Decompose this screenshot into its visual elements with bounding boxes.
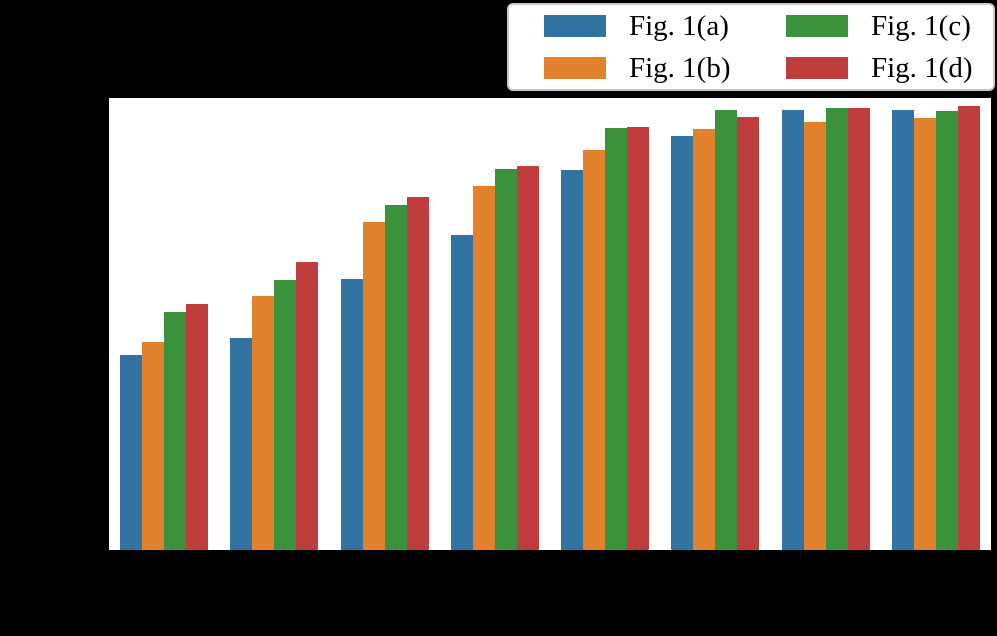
bar-fig-1b-group-1 xyxy=(142,341,165,550)
bars-layer xyxy=(109,98,991,550)
bar-fig-1a-group-3 xyxy=(340,278,363,550)
legend-label-fig-1c: Fig. 1(c) xyxy=(871,9,971,42)
legend-entry-fig-1a: Fig. 1(a) xyxy=(509,5,751,47)
bar-fig-1b-group-4 xyxy=(472,186,495,550)
bar-fig-1d-group-4 xyxy=(516,166,539,550)
bar-fig-1c-group-1 xyxy=(164,311,187,550)
bar-fig-1d-group-2 xyxy=(296,261,319,550)
bar-fig-1a-group-6 xyxy=(671,136,694,550)
legend-label-fig-1d: Fig. 1(d) xyxy=(871,51,973,84)
bar-fig-1d-group-1 xyxy=(186,303,209,550)
bar-fig-1a-group-1 xyxy=(120,355,143,550)
bar-fig-1a-group-7 xyxy=(781,109,804,550)
bar-fig-1c-group-3 xyxy=(384,204,407,550)
legend-label-fig-1b: Fig. 1(b) xyxy=(629,51,731,84)
bar-fig-1b-group-6 xyxy=(693,129,716,550)
legend-swatch-fig-1a-icon xyxy=(544,15,606,37)
bar-fig-1a-group-2 xyxy=(230,337,253,550)
legend-swatch-fig-1b-icon xyxy=(544,57,606,79)
bar-fig-1b-group-7 xyxy=(803,122,826,550)
bar-fig-1b-group-2 xyxy=(252,295,275,550)
bar-fig-1c-group-4 xyxy=(494,169,517,550)
legend-entry-fig-1d: Fig. 1(d) xyxy=(751,47,993,89)
bar-fig-1b-group-5 xyxy=(583,149,606,550)
bar-fig-1c-group-6 xyxy=(715,109,738,550)
bar-fig-1c-group-2 xyxy=(274,279,297,550)
bar-fig-1d-group-8 xyxy=(957,106,980,550)
bar-fig-1c-group-7 xyxy=(825,108,848,550)
bar-fig-1d-group-7 xyxy=(847,108,870,550)
legend-entry-fig-1c: Fig. 1(c) xyxy=(751,5,993,47)
legend-swatch-fig-1c-icon xyxy=(786,15,848,37)
bar-fig-1c-group-5 xyxy=(605,128,628,550)
legend-swatch-fig-1d-icon xyxy=(786,57,848,79)
bar-fig-1a-group-4 xyxy=(450,234,473,550)
bar-fig-1d-group-6 xyxy=(737,117,760,550)
legend-entry-fig-1b: Fig. 1(b) xyxy=(509,47,751,89)
bar-fig-1d-group-3 xyxy=(406,196,429,550)
bar-fig-1b-group-3 xyxy=(362,221,385,550)
bar-fig-1c-group-8 xyxy=(935,110,958,550)
plot-area xyxy=(107,96,993,552)
bar-fig-1a-group-5 xyxy=(561,170,584,550)
legend-label-fig-1a: Fig. 1(a) xyxy=(629,9,729,42)
bar-fig-1b-group-8 xyxy=(913,118,936,550)
bar-fig-1a-group-8 xyxy=(891,109,914,550)
bar-fig-1d-group-5 xyxy=(627,126,650,550)
chart-legend: Fig. 1(a) Fig. 1(b) Fig. 1(c) Fig. 1(d) xyxy=(507,3,995,91)
